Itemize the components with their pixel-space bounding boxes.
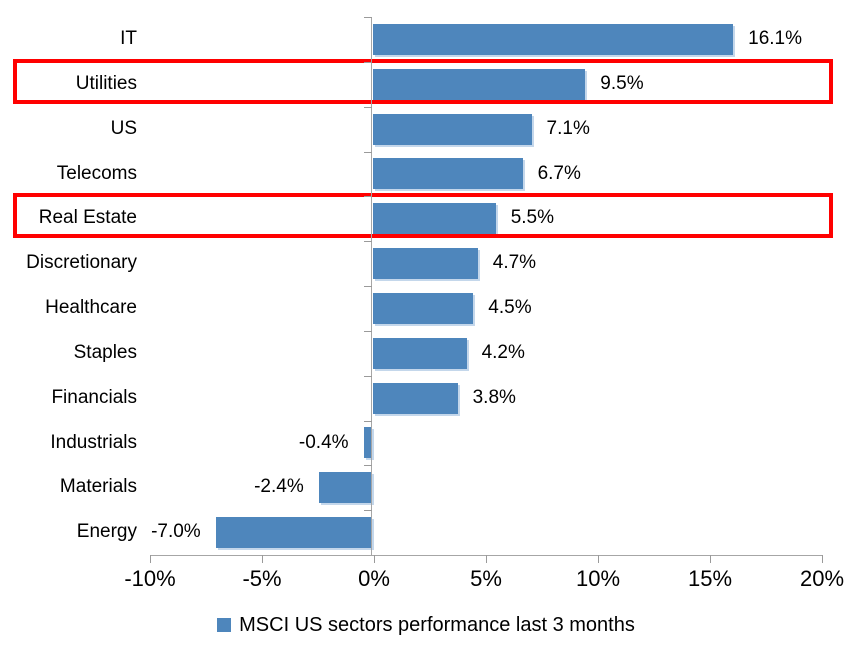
bar [372, 158, 523, 190]
category-axis-tick [364, 465, 372, 467]
category-label: Utilities [75, 72, 137, 94]
x-tick-label: -10% [124, 566, 176, 591]
bar-value-label: 7.1% [546, 117, 590, 139]
x-axis-tick [486, 555, 487, 563]
category-axis-tick [364, 151, 372, 153]
x-tick-label: 0% [358, 566, 390, 591]
legend: MSCI US sectors performance last 3 month… [0, 608, 852, 642]
bar [372, 248, 478, 280]
bar-value-label: 5.5% [510, 207, 554, 229]
category-label: IT [120, 28, 137, 49]
category-label: US [110, 117, 137, 139]
legend-label: MSCI US sectors performance last 3 month… [239, 613, 635, 636]
category-axis-tick [364, 241, 372, 243]
category-axis-tick [364, 106, 372, 108]
category-axis-tick [364, 17, 372, 18]
bar [363, 427, 373, 459]
bar [318, 472, 373, 504]
x-axis-tick [374, 555, 375, 563]
x-axis-tick [710, 555, 711, 563]
category-axis-tick [364, 196, 372, 198]
bar-value-label: 3.8% [472, 386, 516, 408]
bar-value-label: 4.5% [488, 297, 532, 318]
bar-value-label: 4.2% [481, 341, 525, 363]
bar [372, 292, 474, 324]
x-axis-tick [822, 555, 823, 563]
x-tick-label: 15% [687, 566, 733, 591]
bar-value-label: -0.4% [298, 431, 349, 453]
x-axis-tick [150, 555, 151, 563]
category-label: Financials [51, 386, 137, 408]
category-axis-tick [364, 510, 372, 512]
bar [215, 517, 373, 549]
bar-value-label: -2.4% [254, 476, 304, 498]
x-tick-label: 5% [470, 566, 502, 591]
category-axis-tick [364, 330, 372, 332]
category-label: Industrials [50, 431, 137, 453]
category-label: Energy [76, 521, 137, 543]
x-axis-tick [598, 555, 599, 563]
category-label: Discretionary [26, 252, 137, 274]
bar [372, 382, 458, 414]
bar [372, 68, 586, 100]
x-tick-label: -5% [242, 566, 282, 591]
bar [372, 113, 532, 145]
category-axis-tick [364, 61, 372, 63]
bar [372, 203, 496, 235]
category-label: Staples [73, 341, 137, 363]
category-label: Telecoms [56, 162, 137, 184]
category-axis-tick [364, 286, 372, 287]
category-label: Real Estate [38, 207, 137, 229]
category-label: Materials [59, 476, 137, 498]
bar-value-label: 16.1% [748, 28, 802, 49]
category-axis-tick [364, 420, 372, 422]
legend-marker-icon [217, 618, 232, 632]
x-tick-label: 20% [799, 566, 845, 591]
x-tick-label: 10% [575, 566, 621, 591]
category-label: Healthcare [45, 297, 137, 318]
bar-value-label: 4.7% [492, 252, 537, 274]
bar-value-label: 9.5% [600, 72, 644, 94]
bar [372, 337, 467, 369]
x-axis-tick [262, 555, 263, 563]
bar [372, 23, 734, 55]
bar-value-label: -7.0% [151, 521, 201, 543]
category-axis-tick [364, 375, 372, 377]
bar-value-label: 6.7% [537, 162, 581, 184]
